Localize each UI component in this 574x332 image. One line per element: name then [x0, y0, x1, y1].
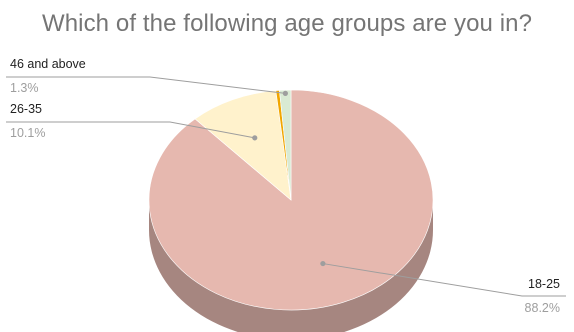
- pie-side-layer: [149, 200, 433, 332]
- chart-title: Which of the following age groups are yo…: [41, 10, 533, 37]
- callout-line-18-25: [322, 263, 566, 297]
- callout-label-26-35: 26-35: [10, 102, 42, 116]
- callout-line-26-35: [6, 121, 255, 139]
- callout-label-46-and-above: 46 and above: [10, 57, 86, 71]
- callout-line-46-and-above: [6, 76, 286, 94]
- callout-percent-46-and-above: 1.3%: [10, 81, 39, 95]
- pie-slice-26-35: [194, 90, 292, 201]
- callout-layer: 18-25 88.2% 26-35 10.1% 46 and above 1.3%: [6, 57, 566, 315]
- pie-top-layer: [148, 89, 434, 311]
- callout-label-18-25: 18-25: [528, 277, 560, 291]
- pie-side-18-25: [149, 200, 433, 332]
- pie-slice-46-and-above: [279, 89, 292, 201]
- callout-percent-18-25: 88.2%: [525, 301, 560, 315]
- callout-percent-26-35: 10.1%: [10, 126, 45, 140]
- pie-slice-18-25: [148, 89, 434, 311]
